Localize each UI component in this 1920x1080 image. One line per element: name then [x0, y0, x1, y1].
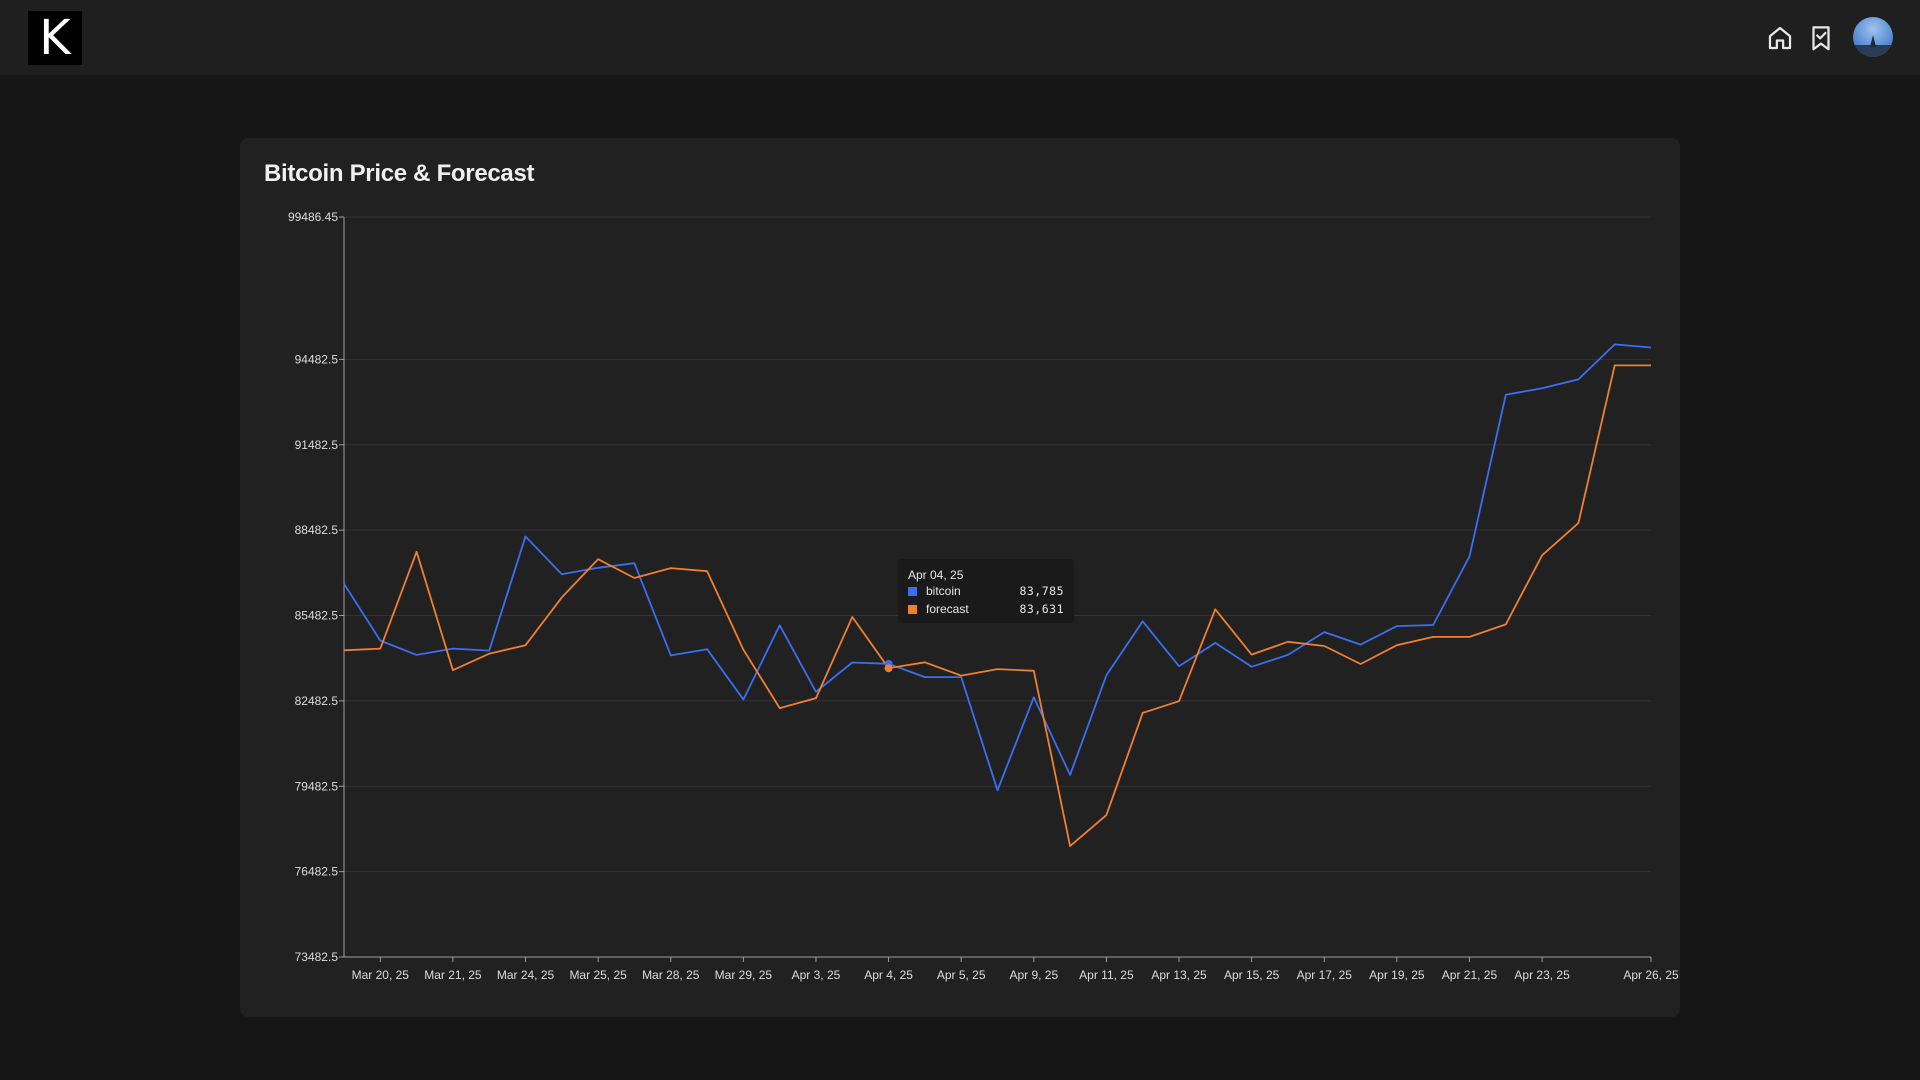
- y-tick-label: 76482.5: [295, 865, 339, 879]
- tooltip-series-value: 83,631: [1019, 602, 1064, 616]
- bookmark-check-icon[interactable]: [1806, 23, 1836, 53]
- app-logo[interactable]: K: [28, 11, 82, 65]
- x-tick-label: Apr 23, 25: [1514, 968, 1570, 982]
- avatar[interactable]: [1853, 17, 1893, 57]
- x-tick-label: Apr 11, 25: [1079, 968, 1134, 982]
- forecast-swatch: [908, 605, 917, 614]
- x-tick-label: Apr 4, 25: [864, 968, 913, 982]
- chart-title: Bitcoin Price & Forecast: [264, 160, 535, 187]
- top-bar: K: [0, 0, 1920, 75]
- x-tick-label: Apr 26, 25: [1623, 968, 1679, 982]
- y-tick-label: 94482.5: [295, 352, 339, 366]
- chart-tooltip: Apr 04, 25 bitcoin 83,785 forecast 83,63…: [898, 559, 1074, 623]
- series-line-bitcoin: [343, 343, 1652, 792]
- chart-card: 99486.45 94482.5 91482.5 88482.5 85482.5 8248…: [240, 138, 1680, 1017]
- y-tick-label: 73482.5: [295, 950, 339, 964]
- y-tick-label: 88482.5: [295, 523, 339, 537]
- y-tick-label: 79482.5: [295, 779, 339, 793]
- x-tick-label: Apr 21, 25: [1442, 968, 1498, 982]
- y-tick-label: 85482.5: [295, 609, 339, 623]
- x-tick-label: Apr 17, 25: [1297, 968, 1353, 982]
- x-tick-label: Apr 15, 25: [1224, 968, 1280, 982]
- avatar-hill: [1853, 45, 1893, 57]
- x-tick-label: Mar 25, 25: [569, 968, 627, 982]
- y-tick-label: 82482.5: [295, 694, 339, 708]
- x-tick-label: Mar 20, 25: [352, 968, 410, 982]
- x-tick-label: Mar 21, 25: [424, 968, 482, 982]
- x-tick-label: Apr 13, 25: [1151, 968, 1207, 982]
- tooltip-series-value: 83,785: [1019, 584, 1064, 598]
- tooltip-row-bitcoin: bitcoin 83,785: [908, 584, 1064, 600]
- price-chart[interactable]: 99486.45 94482.5 91482.5 88482.5 85482.5 8248…: [240, 138, 1680, 1017]
- active-point-forecast: [884, 664, 893, 673]
- x-tick-label: Apr 9, 25: [1009, 968, 1058, 982]
- tooltip-series-name: forecast: [926, 602, 969, 616]
- x-tick-label: Mar 29, 25: [715, 968, 773, 982]
- y-tick-label: 91482.5: [295, 438, 339, 452]
- x-tick-label: Apr 19, 25: [1369, 968, 1425, 982]
- x-tick-label: Apr 5, 25: [937, 968, 986, 982]
- avatar-tree: [1870, 35, 1876, 47]
- series-line-forecast: [343, 364, 1651, 847]
- x-tick-label: Mar 24, 25: [497, 968, 555, 982]
- home-icon[interactable]: [1765, 23, 1795, 53]
- y-tick-label: 99486.45: [288, 210, 338, 224]
- tooltip-row-forecast: forecast 83,631: [908, 602, 1064, 618]
- x-tick-label: Mar 28, 25: [642, 968, 700, 982]
- x-tick-label: Apr 3, 25: [792, 968, 841, 982]
- bitcoin-swatch: [908, 587, 917, 596]
- tooltip-title: Apr 04, 25: [908, 568, 964, 582]
- tooltip-series-name: bitcoin: [926, 584, 961, 598]
